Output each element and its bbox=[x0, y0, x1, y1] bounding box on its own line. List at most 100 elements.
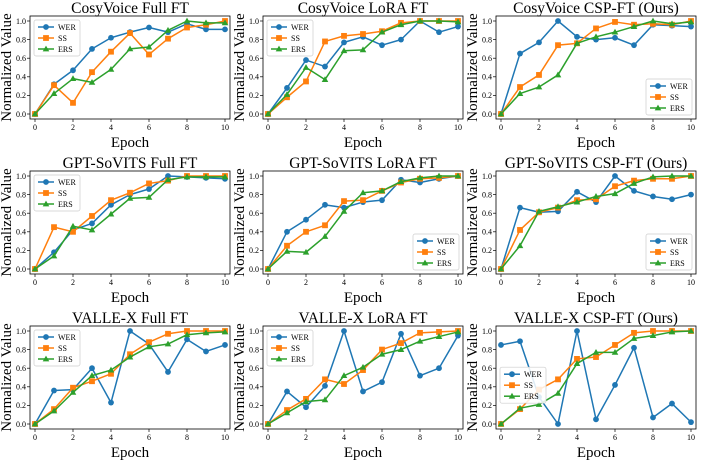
data-point-wer bbox=[89, 46, 95, 52]
x-tick-label: 0 bbox=[266, 278, 270, 287]
axes-frame bbox=[495, 15, 697, 120]
y-tick-label: 0.6 bbox=[249, 54, 259, 63]
x-tick-label: 10 bbox=[687, 278, 695, 287]
y-tick-label: 0.8 bbox=[482, 345, 492, 354]
x-tick-label: 8 bbox=[651, 123, 655, 132]
data-point-ss bbox=[146, 180, 152, 187]
data-point-ss bbox=[650, 328, 656, 334]
legend-label-ss: SS bbox=[58, 344, 67, 353]
y-tick-label: 0.4 bbox=[16, 383, 26, 392]
legend-label-wer: WER bbox=[524, 370, 542, 379]
y-tick-label: 0.4 bbox=[482, 383, 492, 392]
legend-marker-ss bbox=[509, 382, 515, 389]
data-point-ers bbox=[340, 47, 348, 54]
series-ers bbox=[264, 328, 462, 427]
data-point-wer bbox=[555, 421, 561, 427]
data-point-wer bbox=[631, 187, 637, 194]
data-point-ers bbox=[687, 327, 695, 334]
legend-label-wer: WER bbox=[291, 23, 309, 32]
data-point-wer bbox=[51, 387, 57, 394]
data-point-ers bbox=[302, 398, 310, 405]
x-tick-label: 6 bbox=[613, 123, 617, 132]
chart-panel-4: GPT-SoVITS Full FT 0 2 4 6 8 10 0.0 0.2 0.4 0.6 0.8… bbox=[0, 155, 231, 306]
legend-marker-ers bbox=[42, 45, 50, 52]
data-point-ers bbox=[50, 252, 58, 259]
data-point-ers bbox=[378, 187, 386, 194]
x-tick-label: 8 bbox=[651, 278, 655, 287]
data-point-wer bbox=[222, 342, 228, 348]
x-tick-label: 8 bbox=[185, 433, 189, 442]
y-axis-label: Normalized Value bbox=[232, 13, 248, 122]
legend-marker-ss bbox=[43, 190, 49, 196]
data-point-ers bbox=[340, 372, 348, 379]
data-point-ss bbox=[184, 328, 190, 334]
legend: WER SS ERS bbox=[266, 19, 314, 57]
data-point-ers bbox=[378, 28, 386, 35]
data-point-ers bbox=[69, 75, 77, 82]
data-point-wer bbox=[574, 33, 580, 40]
data-point-ers bbox=[611, 190, 619, 197]
data-point-wer bbox=[184, 336, 190, 343]
chart-title: GPT-SoVITS Full FT bbox=[63, 155, 198, 172]
series-ers bbox=[497, 17, 695, 117]
legend-marker-ers bbox=[275, 45, 283, 52]
data-point-ers bbox=[183, 17, 191, 24]
data-point-ss bbox=[89, 69, 95, 76]
data-point-ss bbox=[398, 340, 404, 346]
data-point-ers bbox=[435, 172, 443, 179]
y-tick-label: 0.6 bbox=[482, 209, 492, 218]
x-tick-label: 6 bbox=[147, 433, 151, 442]
x-tick-label: 8 bbox=[418, 433, 422, 442]
data-point-wer bbox=[455, 23, 461, 30]
data-point-ers bbox=[202, 19, 210, 26]
data-point-ss bbox=[593, 354, 599, 360]
x-tick-label: 4 bbox=[575, 433, 579, 442]
data-point-ss bbox=[303, 78, 309, 85]
legend-marker-ers bbox=[654, 259, 662, 266]
y-tick-label: 0.0 bbox=[482, 110, 492, 119]
data-point-ss bbox=[70, 384, 76, 391]
x-tick-label: 4 bbox=[342, 278, 346, 287]
data-point-ers bbox=[264, 265, 272, 272]
data-point-ss bbox=[341, 32, 347, 39]
data-point-ers bbox=[164, 340, 172, 347]
data-point-wer bbox=[398, 330, 404, 337]
y-tick-label: 0.6 bbox=[482, 54, 492, 63]
data-point-ss bbox=[108, 197, 114, 204]
x-tick-label: 8 bbox=[418, 123, 422, 132]
data-point-ss bbox=[593, 196, 599, 203]
y-tick-label: 1.0 bbox=[16, 172, 26, 181]
data-point-ss bbox=[360, 31, 366, 37]
axes-frame bbox=[262, 15, 464, 120]
data-point-ss bbox=[89, 213, 95, 219]
data-point-ers bbox=[535, 83, 543, 90]
y-tick-label: 1.0 bbox=[16, 17, 26, 26]
data-point-ss bbox=[165, 330, 171, 337]
data-point-ss bbox=[322, 376, 328, 383]
data-point-ers bbox=[145, 343, 153, 350]
data-point-wer bbox=[108, 399, 114, 406]
y-axis-label: Normalized Value bbox=[0, 323, 15, 432]
legend-marker-ss bbox=[276, 35, 282, 41]
data-point-ers bbox=[378, 350, 386, 357]
axes-frame bbox=[262, 170, 464, 275]
data-point-wer bbox=[108, 201, 114, 208]
data-point-ss bbox=[127, 30, 133, 36]
data-point-ss bbox=[536, 72, 542, 78]
x-tick-label: 4 bbox=[342, 433, 346, 442]
y-tick-label: 0.4 bbox=[249, 228, 259, 237]
x-tick-label: 10 bbox=[687, 123, 695, 132]
y-tick-label: 1.0 bbox=[249, 17, 259, 26]
data-point-ers bbox=[164, 26, 172, 33]
x-tick-label: 4 bbox=[109, 123, 113, 132]
x-tick-label: 2 bbox=[537, 123, 541, 132]
x-axis-label: Epoch bbox=[344, 290, 383, 306]
x-tick-label: 6 bbox=[147, 278, 151, 287]
data-point-ers bbox=[264, 110, 272, 117]
data-point-ss bbox=[612, 342, 618, 348]
x-axis-label: Epoch bbox=[111, 135, 150, 151]
data-point-ss bbox=[436, 329, 442, 335]
legend-label-ers: ERS bbox=[291, 45, 306, 54]
legend-marker-ers bbox=[42, 200, 50, 207]
